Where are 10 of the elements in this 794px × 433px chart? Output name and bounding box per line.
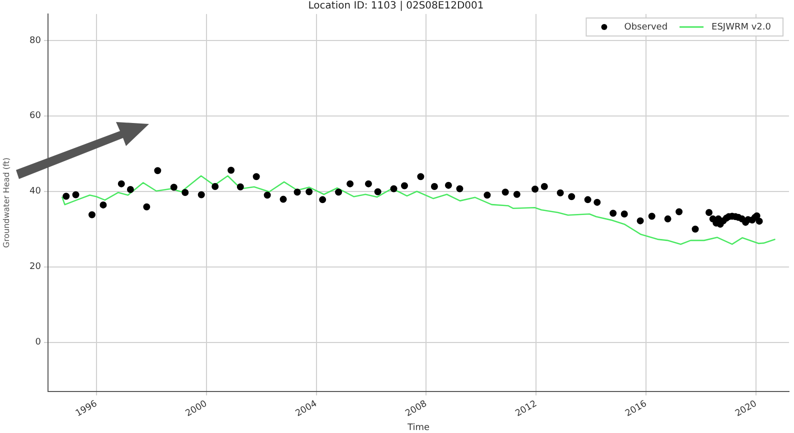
y-tick-label: 60	[30, 111, 42, 122]
y-tick-label: 40	[30, 186, 42, 197]
chart-title: Location ID: 1103 | 02S08E12D001	[308, 0, 484, 12]
legend-label: ESJWRM v2.0	[712, 22, 772, 32]
x-axis-title: Time	[406, 422, 430, 433]
y-tick-label: 20	[30, 262, 42, 272]
y-tick-label: 80	[30, 36, 42, 46]
legend-label: Observed	[624, 22, 668, 32]
y-tick-label: 0	[35, 338, 42, 348]
y-axis-title: Groundwater Head (ft)	[2, 158, 11, 248]
